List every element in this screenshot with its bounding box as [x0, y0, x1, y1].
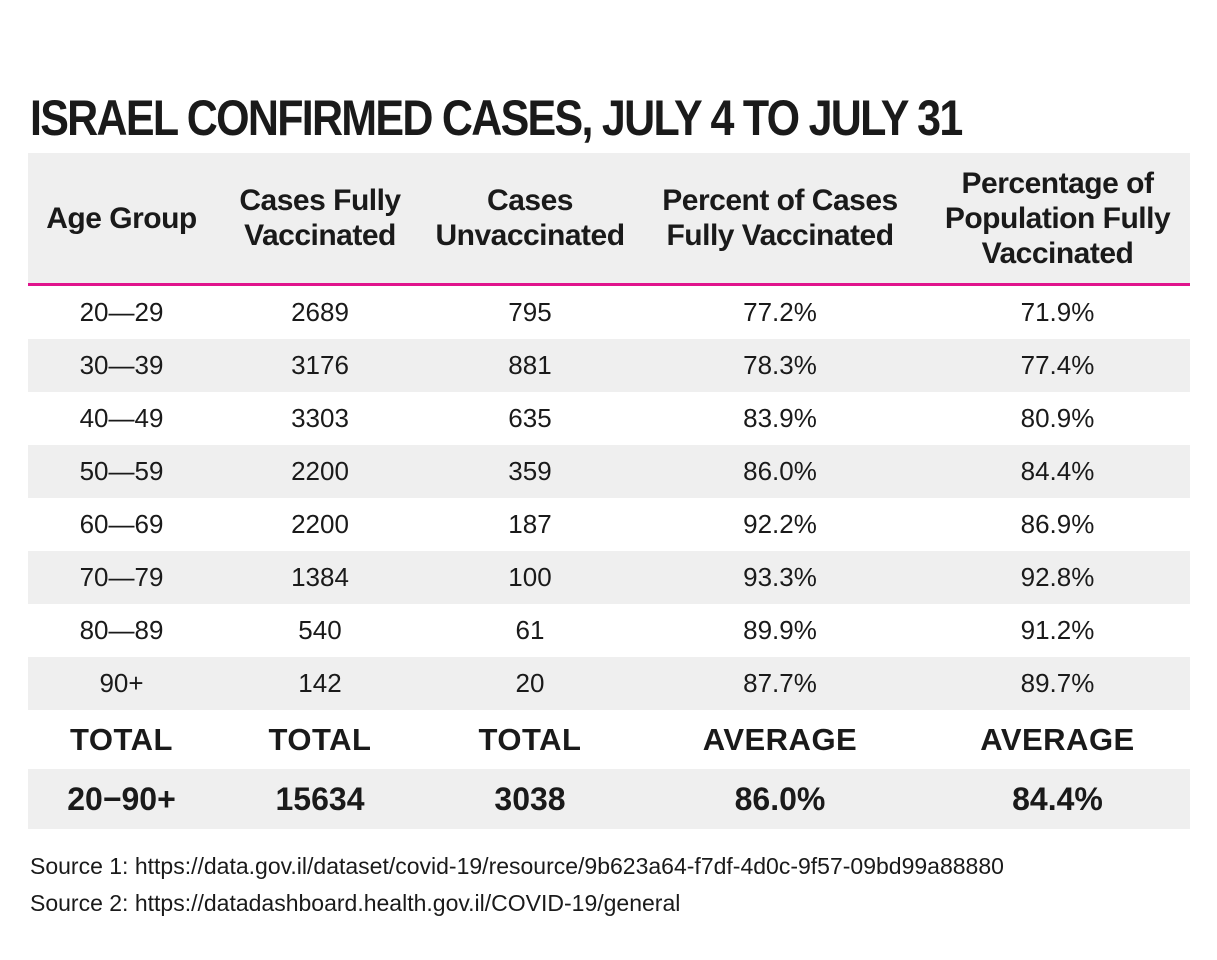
cell-percent-cases-vaccinated: 87.7% [743, 668, 817, 698]
header-line: Age Group [46, 201, 197, 235]
cell-age-group: 40—49 [79, 403, 164, 433]
table-header-row: Age Group Cases Fully Vaccinated Cases U… [28, 153, 1190, 286]
cell-age-group: 70—79 [79, 562, 164, 592]
cell-cases-vaccinated: 1384 [291, 562, 349, 592]
cell-percent-population-vaccinated: 89.7% [1020, 668, 1095, 698]
header-age-group: Age Group [28, 201, 215, 236]
cell-cases-unvaccinated: 187 [508, 509, 552, 539]
table-row: 20—29 2689 795 77.2% 71.9% [28, 286, 1190, 339]
header-line: Unvaccinated [435, 219, 625, 252]
table-row: 30—39 3176 881 78.3% 77.4% [28, 339, 1190, 392]
chart-title: ISRAEL CONFIRMED CASES, JULY 4 TO JULY 3… [30, 90, 963, 146]
cell-cases-unvaccinated: 20 [515, 668, 545, 698]
data-table: Age Group Cases Fully Vaccinated Cases U… [28, 153, 1190, 829]
cell-age-group: 20—29 [79, 297, 164, 327]
cell-percent-cases-vaccinated: 83.9% [743, 403, 817, 433]
table-row: 60—69 2200 187 92.2% 86.9% [28, 498, 1190, 551]
cell-age-group: 30—39 [79, 350, 164, 380]
header-line: Cases [487, 184, 573, 217]
summary-label: AVERAGE [980, 721, 1135, 757]
cell-cases-unvaccinated: 795 [508, 297, 552, 327]
cell-percent-cases-vaccinated: 93.3% [743, 562, 817, 592]
cell-cases-vaccinated: 2200 [291, 509, 349, 539]
cell-cases-unvaccinated: 881 [508, 350, 552, 380]
cell-age-group: 90+ [99, 668, 144, 698]
cell-cases-vaccinated: 3176 [291, 350, 349, 380]
cell-percent-population-vaccinated: 77.4% [1020, 350, 1095, 380]
cell-cases-vaccinated: 142 [298, 668, 342, 698]
summary-value-row: 20−90+ 15634 3038 86.0% 84.4% [28, 769, 1190, 829]
summary-total-unvaccinated: 3038 [494, 780, 566, 817]
cell-percent-population-vaccinated: 86.9% [1020, 509, 1095, 539]
cell-percent-cases-vaccinated: 78.3% [743, 350, 817, 380]
table-row: 90+ 142 20 87.7% 89.7% [28, 657, 1190, 710]
table-row: 80—89 540 61 89.9% 91.2% [28, 604, 1190, 657]
sources-block: Source 1: https://data.gov.il/dataset/co… [30, 848, 1004, 922]
header-line: Population Fully [944, 201, 1171, 235]
summary-label: AVERAGE [702, 721, 858, 757]
summary-average-percent-cases: 86.0% [734, 780, 826, 817]
cell-percent-population-vaccinated: 71.9% [1020, 297, 1095, 327]
header-cases-fully-vaccinated: Cases Fully Vaccinated [215, 183, 425, 253]
cell-percent-population-vaccinated: 80.9% [1020, 403, 1095, 433]
cell-cases-unvaccinated: 359 [508, 456, 552, 486]
cell-percent-cases-vaccinated: 86.0% [743, 456, 817, 486]
header-cases-unvaccinated: Cases Unvaccinated [425, 183, 635, 253]
cell-percent-cases-vaccinated: 89.9% [743, 615, 817, 645]
cell-cases-vaccinated: 3303 [291, 403, 349, 433]
summary-label: TOTAL [70, 721, 173, 757]
cell-age-group: 50—59 [79, 456, 164, 486]
summary-label: TOTAL [478, 721, 582, 757]
cell-percent-cases-vaccinated: 77.2% [743, 297, 817, 327]
summary-average-percent-population: 84.4% [1012, 780, 1103, 817]
source-line: Source 2: https://datadashboard.health.g… [30, 890, 681, 916]
cell-cases-vaccinated: 2689 [291, 297, 349, 327]
cell-percent-population-vaccinated: 84.4% [1020, 456, 1095, 486]
cell-cases-vaccinated: 2200 [291, 456, 349, 486]
cell-cases-vaccinated: 540 [298, 615, 342, 645]
cell-cases-unvaccinated: 100 [508, 562, 552, 592]
header-line: Percentage of [961, 166, 1154, 200]
header-line: Fully Vaccinated [666, 219, 894, 252]
cell-age-group: 80—89 [79, 615, 164, 645]
header-line: Vaccinated [981, 236, 1134, 270]
header-line: Vaccinated [244, 219, 396, 252]
cell-cases-unvaccinated: 635 [508, 403, 552, 433]
table-row: 40—49 3303 635 83.9% 80.9% [28, 392, 1190, 445]
summary-label-row: TOTAL TOTAL TOTAL AVERAGE AVERAGE [28, 710, 1190, 769]
summary-age-range: 20−90+ [67, 780, 176, 817]
summary-label: TOTAL [268, 721, 372, 757]
header-percent-cases-vaccinated: Percent of Cases Fully Vaccinated [635, 183, 925, 253]
summary-total-vaccinated: 15634 [275, 780, 365, 817]
table-row: 70—79 1384 100 93.3% 92.8% [28, 551, 1190, 604]
cell-cases-unvaccinated: 61 [515, 615, 545, 645]
cell-percent-cases-vaccinated: 92.2% [743, 509, 817, 539]
cell-percent-population-vaccinated: 91.2% [1020, 615, 1095, 645]
cell-age-group: 60—69 [79, 509, 164, 539]
cell-percent-population-vaccinated: 92.8% [1020, 562, 1095, 592]
header-line: Cases Fully [239, 184, 401, 217]
table-row: 50—59 2200 359 86.0% 84.4% [28, 445, 1190, 498]
header-line: Percent of Cases [662, 184, 898, 217]
source-line: Source 1: https://data.gov.il/dataset/co… [30, 853, 1004, 879]
header-percent-population-vaccinated: Percentage of Population Fully Vaccinate… [925, 166, 1190, 271]
